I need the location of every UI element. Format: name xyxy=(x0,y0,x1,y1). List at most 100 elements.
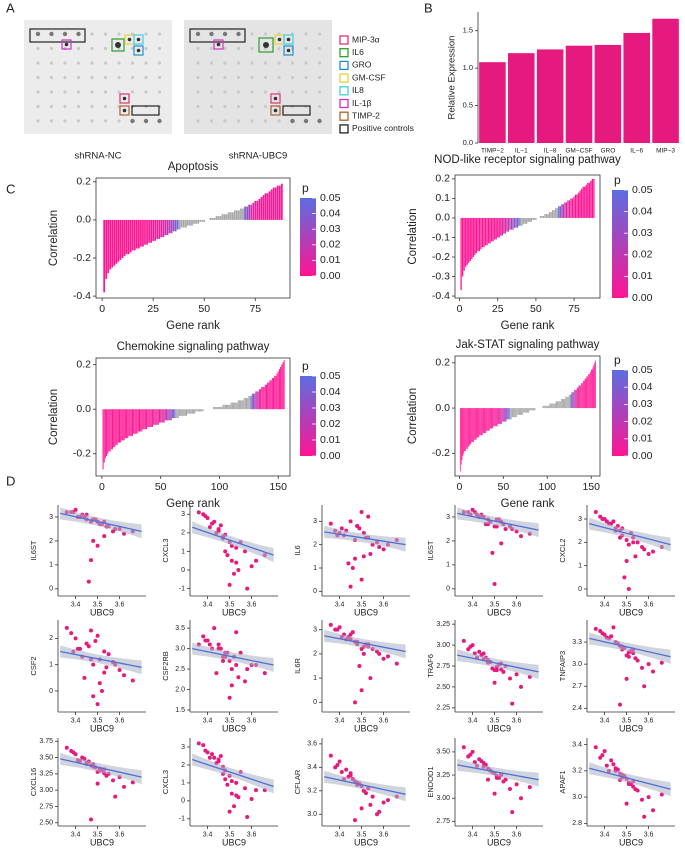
point xyxy=(196,510,201,515)
x-tick-label: 25 xyxy=(147,303,159,315)
point xyxy=(229,667,234,672)
colorbar-tick-label: 0.00 xyxy=(320,450,341,462)
bar xyxy=(475,217,478,254)
bar xyxy=(148,409,150,428)
bar xyxy=(261,386,263,410)
point xyxy=(91,662,96,667)
legend-swatch xyxy=(339,98,349,109)
point xyxy=(234,560,239,565)
blot-spot xyxy=(317,75,322,80)
bar xyxy=(236,210,238,220)
blot-spot xyxy=(103,75,108,80)
blot-spot xyxy=(304,32,308,36)
bar xyxy=(582,186,584,218)
blot-spot xyxy=(90,104,94,109)
bar xyxy=(499,408,501,424)
bar xyxy=(468,217,470,263)
point xyxy=(642,547,647,552)
bar xyxy=(494,217,496,240)
point xyxy=(100,688,104,693)
y-tick-label: 0.0 xyxy=(463,138,473,147)
bar xyxy=(575,389,577,409)
point xyxy=(346,561,351,566)
blot-spot xyxy=(36,46,40,51)
bar xyxy=(181,409,183,416)
bar xyxy=(191,409,193,414)
bar xyxy=(527,217,529,222)
y-axis-label: CFLAR xyxy=(293,769,302,794)
colorbar-tick-label: 0.00 xyxy=(632,450,653,462)
bar xyxy=(464,408,466,452)
x-axis-label: UBC9 xyxy=(487,723,511,733)
bar xyxy=(531,408,533,411)
x-tick-label: 3.5 xyxy=(622,832,632,839)
point xyxy=(328,753,333,758)
x-tick-label: 50 xyxy=(155,481,167,493)
x-tick-label: 0 xyxy=(99,303,105,315)
bar xyxy=(140,219,142,247)
bar xyxy=(225,214,228,220)
bar xyxy=(190,409,192,414)
bar xyxy=(111,219,114,268)
bar xyxy=(518,408,520,415)
y-tick-label: 3.00 xyxy=(39,787,53,794)
point xyxy=(394,661,399,666)
blot-spot xyxy=(250,46,254,51)
point xyxy=(609,634,614,639)
y-tick-label: 0.2 xyxy=(76,358,91,370)
bar xyxy=(146,219,148,245)
y-tick-label: -0.4 xyxy=(73,290,91,302)
bar xyxy=(486,217,488,246)
bar xyxy=(517,408,519,415)
point xyxy=(368,552,373,556)
y-tick-label: 0.0 xyxy=(76,403,91,415)
x-tick-label: 3.5 xyxy=(490,718,500,725)
bar xyxy=(463,217,465,271)
bar xyxy=(214,406,216,410)
bar xyxy=(587,376,589,409)
y-tick-label: 1.0 xyxy=(463,63,473,72)
bar xyxy=(585,184,587,218)
bar xyxy=(248,395,250,410)
colorbar-tick-label: 0.01 xyxy=(632,433,653,445)
bar xyxy=(559,401,560,409)
bar xyxy=(272,187,275,220)
point xyxy=(218,753,223,758)
bar xyxy=(103,409,105,463)
x-tick-label: GM−CSF xyxy=(565,148,592,155)
bar xyxy=(562,204,565,218)
bar xyxy=(477,408,479,438)
bar xyxy=(174,409,176,419)
blot-spot xyxy=(222,31,228,37)
bar xyxy=(137,409,139,432)
point xyxy=(102,670,107,675)
y-tick-label: 3.0 xyxy=(572,661,582,668)
bar xyxy=(283,360,285,410)
colorbar xyxy=(612,370,628,456)
point xyxy=(234,780,239,785)
blot-spot xyxy=(76,31,81,37)
bar xyxy=(567,396,569,409)
bar xyxy=(194,409,196,414)
bar xyxy=(492,408,494,429)
y-tick-label: 3.00 xyxy=(436,795,450,802)
x-axis-label: UBC9 xyxy=(354,723,378,733)
blot-box xyxy=(282,105,311,116)
bar xyxy=(623,32,650,143)
bar xyxy=(509,408,511,420)
bar xyxy=(583,380,585,409)
blot-spot xyxy=(209,61,214,65)
bar xyxy=(533,408,535,411)
blot-box xyxy=(133,34,144,45)
bar xyxy=(234,402,236,410)
x-tick-label: 3.6 xyxy=(512,718,522,725)
bar xyxy=(253,393,255,410)
x-tick-label: 3.4 xyxy=(468,832,478,839)
blot-spot xyxy=(317,104,322,109)
bar xyxy=(160,219,163,238)
point xyxy=(353,700,357,705)
blot-spot xyxy=(90,90,94,94)
point xyxy=(243,679,247,684)
blot-spot xyxy=(196,90,200,94)
bar xyxy=(109,409,111,452)
